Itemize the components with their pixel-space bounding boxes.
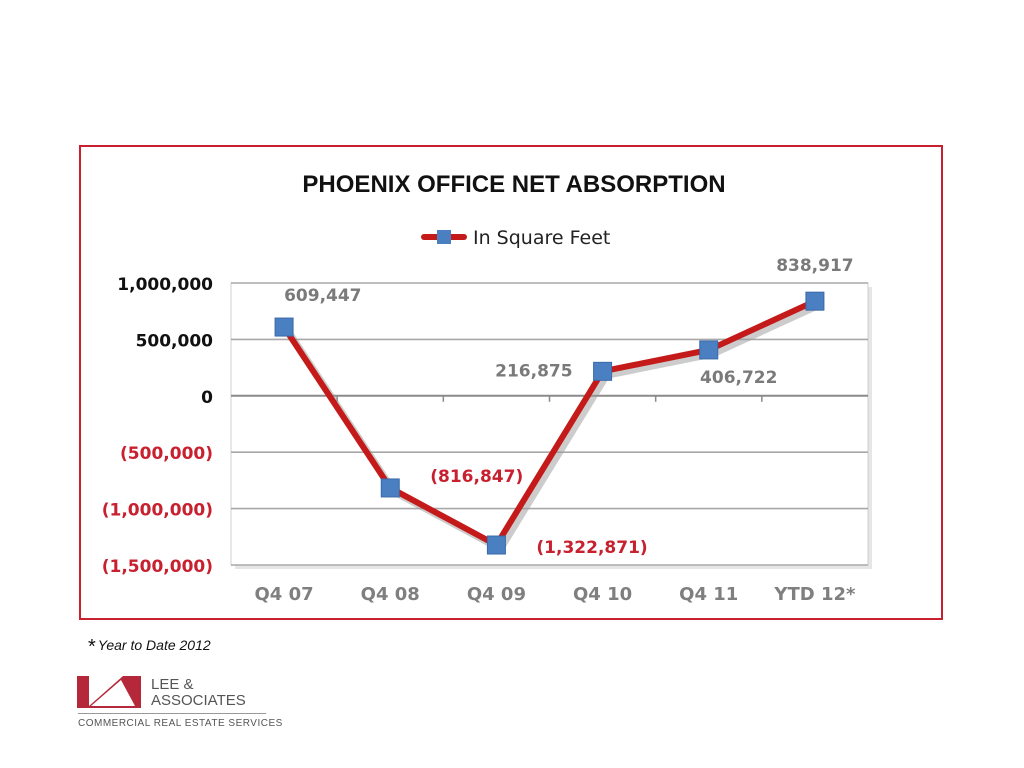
logo-mark-cutout [91,680,135,706]
x-tick-label: Q4 08 [361,584,420,605]
y-tick-label: 1,000,000 [117,275,213,295]
data-point [486,535,506,555]
data-point [380,478,400,498]
x-tick-label: Q4 11 [679,584,738,605]
data-label: 838,917 [776,256,853,276]
data-label: 609,447 [284,286,361,306]
legend: In Square Feet [421,227,610,249]
y-tick-label: (1,000,000) [102,501,213,521]
data-point [699,340,719,360]
lee-associates-logo: LEE & ASSOCIATES [77,676,246,709]
series-line [281,298,817,549]
x-tick-label: YTD 12* [773,584,856,605]
logo-tagline: COMMERCIAL REAL ESTATE SERVICES [78,718,283,729]
legend-marker-swatch [437,230,451,244]
logo-name-line1: LEE & [151,676,194,693]
x-tick-label: Q4 07 [255,584,314,605]
y-axis: 1,000,000 500,000 0 (500,000) (1,000,000) (1,… [102,275,213,577]
y-tick-label: (1,500,000) [102,557,213,577]
data-point [274,317,294,337]
series-in-square-feet [274,291,825,555]
data-labels: 609,447 (816,847) (1,322,871) 216,875 406,72… [284,256,854,558]
x-tick-label: Q4 09 [467,584,526,605]
logo-name-line2: ASSOCIATES [151,692,246,709]
data-point [593,361,613,381]
footnote-star: * [88,636,96,658]
data-label: 216,875 [495,361,572,381]
chart: 1,000,000 500,000 0 (500,000) (1,000,000) (1,… [102,171,872,605]
y-tick-label: 500,000 [136,331,214,351]
logo-divider [78,713,266,714]
x-tick-label: Q4 10 [573,584,632,605]
data-point [805,291,825,311]
chart-title: PHOENIX OFFICE NET ABSORPTION [302,171,725,198]
y-tick-label: (500,000) [120,444,213,464]
chart-frame: 1,000,000 500,000 0 (500,000) (1,000,000) (1,… [79,145,943,620]
data-label: 406,722 [700,368,777,388]
data-label: (1,322,871) [536,538,647,558]
x-axis: Q4 07 Q4 08 Q4 09 Q4 10 Q4 11 YTD 12* [255,584,856,605]
data-label: (816,847) [430,467,523,487]
legend-label: In Square Feet [473,227,610,249]
y-tick-label: 0 [201,388,213,408]
footnote: * Year to Date 2012 [88,636,211,659]
footnote-text: Year to Date 2012 [97,637,211,653]
